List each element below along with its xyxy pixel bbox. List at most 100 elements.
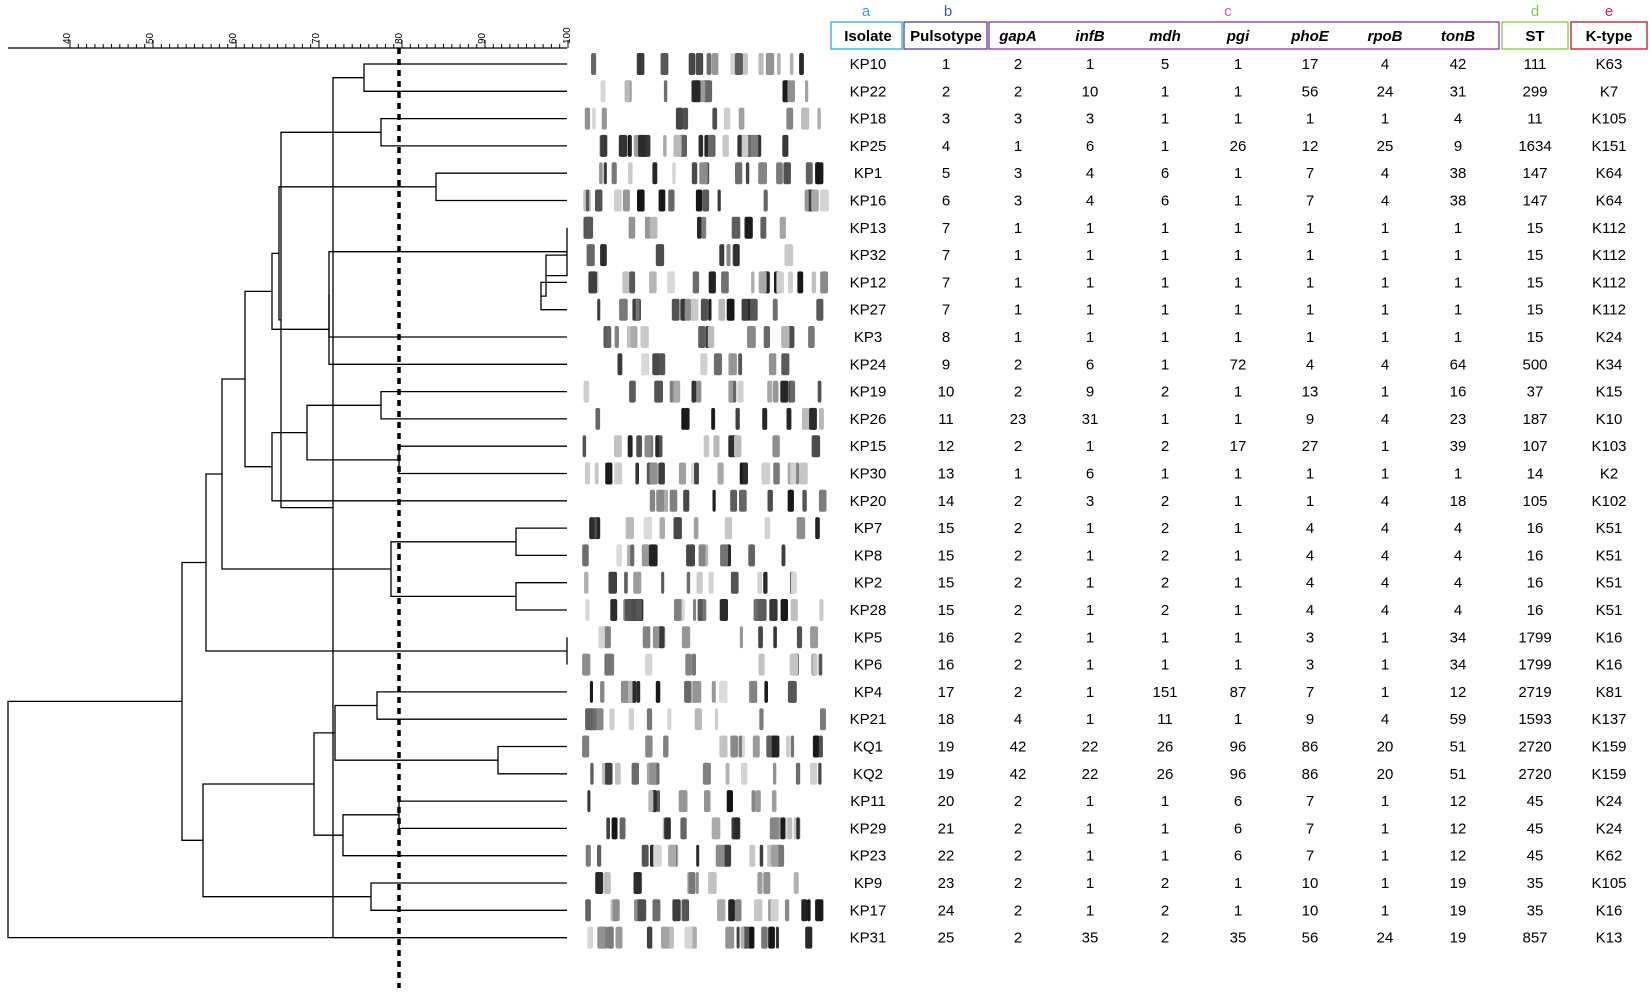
gel-band (735, 407, 740, 430)
gel-band (805, 926, 813, 949)
dendrogram-branch (398, 445, 567, 475)
gel-band (663, 80, 668, 103)
gel-band (585, 599, 590, 621)
cell-st: 147 (1522, 193, 1547, 210)
gel-band (617, 353, 623, 376)
gel-band (693, 517, 699, 540)
gel-band (757, 599, 767, 621)
cell-mdh: 1 (1161, 274, 1169, 291)
gel-lane (583, 216, 786, 239)
cell-ktype: K16 (1596, 902, 1623, 919)
cell-rpoB: 4 (1381, 493, 1389, 510)
header-pgi: pgi (1226, 28, 1250, 45)
gel-band (787, 680, 797, 703)
cell-rpoB: 1 (1381, 220, 1389, 237)
gel-band (628, 162, 633, 185)
gel-band (646, 926, 653, 949)
cell-mdh: 26 (1157, 739, 1174, 756)
cell-infB: 6 (1086, 356, 1094, 373)
gel-lane (603, 326, 815, 348)
gel-band (766, 53, 775, 75)
cell-pulsotype: 20 (938, 793, 955, 810)
cell-mdh: 2 (1161, 547, 1169, 564)
cell-rpoB: 25 (1377, 138, 1394, 155)
gel-band (610, 599, 618, 621)
gel-band (609, 708, 615, 731)
cell-st: 45 (1527, 848, 1544, 865)
cell-ktype: K112 (1592, 247, 1626, 264)
cell-pgi: 96 (1230, 766, 1247, 783)
gel-band (595, 872, 604, 894)
cell-ktype: K105 (1591, 111, 1626, 128)
table-row: KP23 22 2 1 1 6 7 1 12 45 K62 (850, 848, 1623, 865)
gel-band (702, 762, 711, 785)
gel-band (815, 162, 821, 185)
cell-pgi: 26 (1230, 138, 1247, 155)
gel-band (728, 899, 735, 922)
gel-band (767, 380, 773, 403)
gel-band (759, 844, 764, 867)
gel-band (805, 80, 809, 103)
cell-tonB: 38 (1450, 165, 1467, 182)
gel-band (584, 107, 591, 130)
table-row: KP8 15 2 1 2 1 4 4 4 16 K51 (854, 547, 1623, 564)
gel-band (697, 571, 703, 594)
cell-phoE: 7 (1306, 848, 1314, 865)
cell-pulsotype: 4 (942, 138, 950, 155)
gel-band (738, 107, 745, 130)
cell-mdh: 1 (1161, 411, 1169, 428)
gel-band (622, 189, 630, 212)
gel-band (775, 926, 779, 949)
gel-lane (587, 926, 813, 949)
gel-band (605, 326, 612, 348)
gel-band (820, 271, 828, 294)
header-rpoB: rpoB (1368, 28, 1403, 45)
cell-isolate: KP31 (850, 930, 887, 947)
gel-band (720, 544, 729, 567)
cell-mdh: 1 (1161, 356, 1169, 373)
cell-ktype: K151 (1591, 138, 1626, 155)
cell-rpoB: 1 (1381, 875, 1389, 892)
cell-isolate: KP19 (850, 384, 887, 401)
cell-ktype: K159 (1591, 739, 1626, 756)
gel-band (714, 708, 719, 731)
gel-band (597, 844, 602, 867)
table-row: KP13 7 1 1 1 1 1 1 1 15 K112 (850, 220, 1626, 237)
cell-pulsotype: 10 (938, 384, 955, 401)
gel-band (717, 189, 721, 212)
gel-lane (585, 599, 824, 621)
cell-phoE: 7 (1306, 820, 1314, 837)
gel-lane (617, 353, 790, 376)
gel-band (630, 326, 638, 348)
dendrogram-branch (334, 704, 498, 761)
cell-infB: 1 (1086, 629, 1094, 646)
gel-band (751, 271, 755, 294)
gel-band (691, 653, 696, 676)
cell-st: 1799 (1518, 657, 1551, 674)
table-row: KP20 14 2 3 2 1 1 4 18 105 K102 (850, 493, 1627, 510)
gel-band (731, 216, 741, 239)
gel-band (643, 517, 652, 540)
header-pulsotype: Pulsotype (910, 28, 982, 45)
cell-ktype: K51 (1596, 520, 1623, 537)
cell-st: 15 (1527, 329, 1544, 346)
cell-infB: 1 (1086, 902, 1094, 919)
dendrogram-branch (7, 700, 567, 939)
gel-band (763, 571, 768, 594)
cell-gapA: 2 (1014, 493, 1022, 510)
cell-st: 1799 (1518, 629, 1551, 646)
gel-band (605, 462, 613, 485)
gel-band (638, 134, 646, 157)
cell-mdh: 2 (1161, 602, 1169, 619)
gel-band (782, 134, 789, 157)
gel-band (584, 216, 594, 239)
cell-infB: 1 (1086, 711, 1094, 728)
gel-lane (597, 298, 824, 321)
cell-phoE: 1 (1306, 111, 1314, 128)
cell-ktype: K51 (1596, 575, 1623, 592)
gel-band (604, 653, 610, 676)
cell-pulsotype: 7 (942, 220, 950, 237)
gel-lane (582, 544, 786, 567)
gel-band (795, 462, 799, 485)
cell-phoE: 1 (1306, 274, 1314, 291)
